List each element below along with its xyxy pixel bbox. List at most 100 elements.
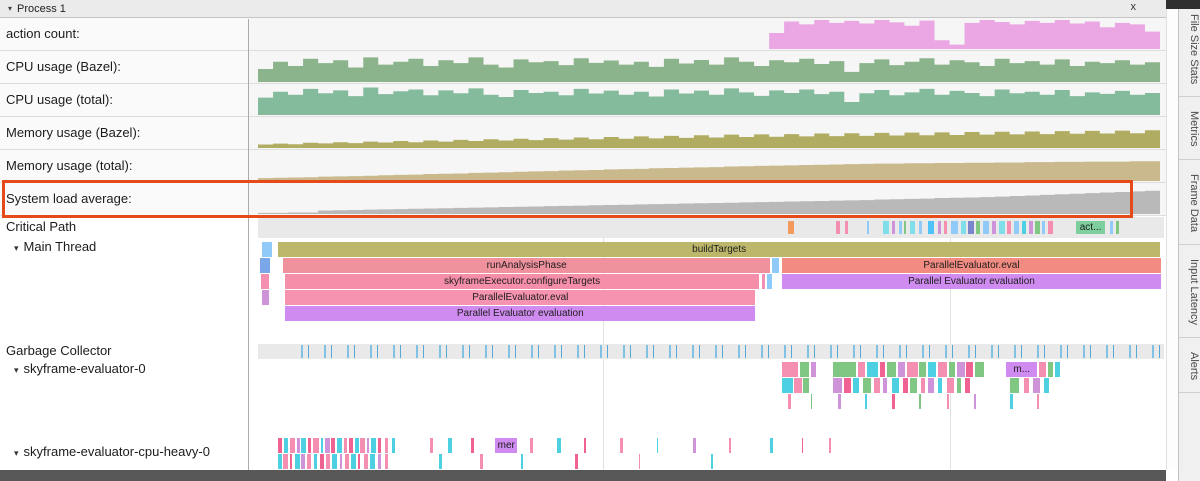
trace-slice[interactable]: [927, 362, 936, 377]
counter-chart-action-count[interactable]: [258, 20, 1160, 49]
trace-slice[interactable]: [803, 378, 809, 393]
trace-slice[interactable]: [761, 274, 766, 289]
trace-slice[interactable]: [339, 454, 343, 469]
vertical-scrollbar[interactable]: [1166, 0, 1178, 470]
trace-slice[interactable]: [886, 362, 896, 377]
trace-slice[interactable]: [344, 454, 349, 469]
trace-slice[interactable]: [296, 438, 300, 453]
trace-slice[interactable]: [261, 290, 269, 305]
trace-slice[interactable]: [964, 378, 971, 393]
counter-chart-system-load[interactable]: [258, 185, 1160, 214]
trace-slice[interactable]: [325, 438, 330, 453]
trace-slice[interactable]: Parallel Evaluator evaluation: [285, 306, 756, 321]
trace-slice[interactable]: [277, 438, 283, 453]
trace-slice[interactable]: [1029, 221, 1033, 234]
trace-slice[interactable]: [289, 438, 296, 453]
trace-slice[interactable]: [903, 221, 906, 234]
trace-slice[interactable]: [1032, 378, 1040, 393]
trace-slice[interactable]: [910, 221, 915, 234]
trace-slice[interactable]: [479, 454, 483, 469]
trace-slice[interactable]: [336, 438, 343, 453]
trace-slice[interactable]: [1009, 394, 1013, 409]
trace-slice[interactable]: [928, 378, 934, 393]
trace-slice[interactable]: Parallel Evaluator evaluation: [781, 274, 1162, 289]
trace-slice[interactable]: [836, 221, 840, 234]
trace-slice[interactable]: [1037, 394, 1039, 409]
trace-slice[interactable]: [976, 221, 981, 234]
trace-slice[interactable]: [949, 362, 955, 377]
trace-slice[interactable]: [781, 362, 798, 377]
trace-slice[interactable]: [771, 258, 779, 273]
trace-slice[interactable]: [377, 438, 382, 453]
counter-chart-cpu-bazel[interactable]: [258, 53, 1160, 82]
trace-slice[interactable]: [314, 454, 317, 469]
trace-slice[interactable]: ParallelEvaluator.eval: [781, 258, 1162, 273]
trace-slice[interactable]: [974, 362, 984, 377]
trace-slice[interactable]: [556, 438, 561, 453]
trace-slice[interactable]: [306, 454, 312, 469]
tab-alerts[interactable]: Alerts: [1179, 338, 1200, 394]
trace-slice[interactable]: [384, 454, 389, 469]
trace-slice[interactable]: [259, 258, 270, 273]
trace-slice[interactable]: [1013, 221, 1020, 234]
trace-slice[interactable]: [520, 454, 523, 469]
trace-slice[interactable]: [973, 394, 976, 409]
trace-slice[interactable]: [828, 438, 832, 453]
trace-slice[interactable]: [810, 362, 817, 377]
trace-slice[interactable]: [283, 454, 288, 469]
trace-slice[interactable]: [866, 362, 878, 377]
trace-slice[interactable]: [837, 394, 841, 409]
trace-slice[interactable]: [289, 454, 293, 469]
thread-header-evaluator0[interactable]: ▾ skyframe-evaluator-0: [0, 360, 248, 378]
trace-slice[interactable]: [767, 274, 772, 289]
trace-slice[interactable]: [360, 438, 365, 453]
trace-slice[interactable]: [344, 438, 347, 453]
trace-slice[interactable]: [366, 438, 370, 453]
trace-slice[interactable]: [1055, 362, 1060, 377]
trace-slice[interactable]: [729, 438, 731, 453]
trace-slice[interactable]: [584, 438, 586, 453]
trace-slice[interactable]: [879, 362, 885, 377]
trace-slice[interactable]: [692, 438, 696, 453]
trace-slice[interactable]: [1038, 362, 1047, 377]
trace-slice[interactable]: [999, 221, 1005, 234]
trace-slice[interactable]: [788, 394, 791, 409]
trace-slice[interactable]: [833, 378, 843, 393]
trace-slice[interactable]: [1041, 221, 1046, 234]
trace-slice[interactable]: [883, 221, 889, 234]
trace-slice[interactable]: [863, 378, 872, 393]
trace-slice[interactable]: [937, 362, 948, 377]
trace-slice[interactable]: [961, 221, 966, 234]
column-resize-handle[interactable]: [248, 19, 249, 470]
trace-slice[interactable]: [910, 378, 917, 393]
trace-slice[interactable]: [892, 378, 900, 393]
trace-slice[interactable]: [919, 394, 922, 409]
trace-slice[interactable]: [883, 378, 887, 393]
trace-slice[interactable]: [928, 221, 934, 234]
trace-slice[interactable]: [892, 221, 895, 234]
trace-slice[interactable]: [301, 438, 306, 453]
trace-slice[interactable]: [833, 362, 856, 377]
thread-header-main-thread[interactable]: ▾ Main Thread: [0, 238, 248, 256]
tab-metrics[interactable]: Metrics: [1179, 97, 1200, 160]
collapse-arrow-icon[interactable]: ▾: [14, 243, 19, 253]
trace-slice[interactable]: [364, 454, 368, 469]
trace-slice[interactable]: mer: [495, 438, 518, 453]
trace-slice[interactable]: [844, 378, 852, 393]
trace-slice[interactable]: [392, 438, 395, 453]
trace-slice[interactable]: [874, 378, 880, 393]
track-label-garbage-collector[interactable]: Garbage Collector: [0, 342, 248, 360]
trace-slice[interactable]: [430, 438, 433, 453]
trace-slice[interactable]: [260, 274, 269, 289]
trace-slice[interactable]: [898, 221, 903, 234]
trace-slice[interactable]: skyframeExecutor.configureTargets: [285, 274, 759, 289]
trace-slice[interactable]: [370, 454, 375, 469]
collapse-arrow-icon[interactable]: ▾: [14, 448, 19, 458]
trace-slice[interactable]: [307, 438, 312, 453]
trace-slice[interactable]: [1023, 378, 1029, 393]
counter-chart-cpu-total[interactable]: [258, 86, 1160, 115]
trace-slice[interactable]: [439, 454, 442, 469]
trace-slice[interactable]: m...: [1006, 362, 1038, 377]
trace-slice[interactable]: [1048, 362, 1054, 377]
trace-slice[interactable]: [866, 221, 869, 234]
